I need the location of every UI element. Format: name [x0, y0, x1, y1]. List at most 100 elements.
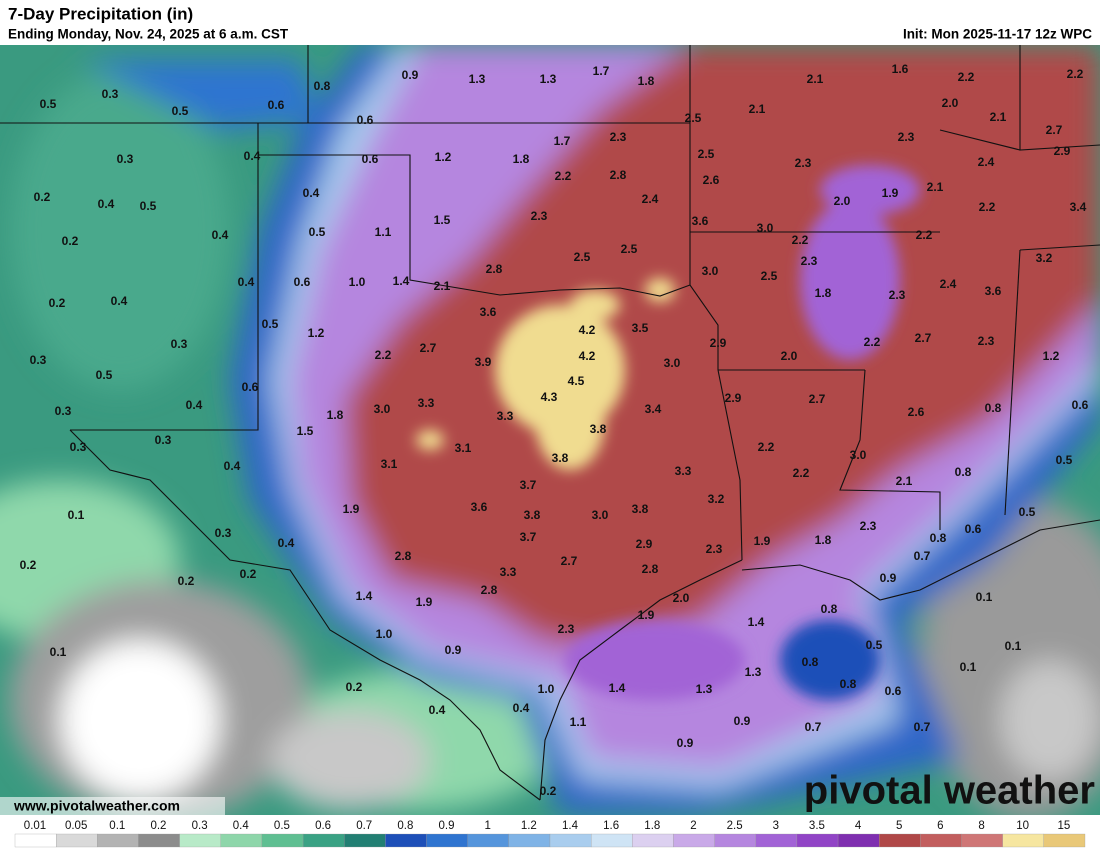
precip-label: 2.3	[801, 254, 818, 268]
precip-label: 3.8	[632, 502, 649, 516]
precip-label: 4.2	[579, 323, 596, 337]
precip-label: 2.3	[795, 156, 812, 170]
precip-label: 3.0	[850, 448, 867, 462]
precip-label: 1.1	[375, 225, 392, 239]
colorbar-swatch	[508, 833, 551, 848]
precip-label: 3.6	[480, 305, 497, 319]
map-title: 7-Day Precipitation (in)	[8, 4, 193, 23]
precip-label: 2.8	[486, 262, 503, 276]
precip-label: 3.6	[692, 214, 709, 228]
site-url: www.pivotalweather.com	[13, 798, 180, 814]
colorbar-swatch	[426, 833, 468, 848]
colorbar-label: 2.5	[727, 820, 743, 832]
colorbar-swatch	[796, 833, 839, 848]
precip-label: 1.0	[376, 627, 393, 641]
precip-label: 2.2	[792, 233, 809, 247]
colorbar-label: 0.7	[356, 820, 372, 832]
precip-label: 3.1	[455, 441, 472, 455]
precip-label: 3.1	[381, 457, 398, 471]
colorbar-label: 1	[484, 820, 490, 832]
colorbar-swatch	[591, 833, 633, 848]
precip-label: 2.6	[908, 405, 925, 419]
precip-label: 2.2	[916, 228, 933, 242]
precip-label: 2.1	[896, 474, 913, 488]
precip-label: 0.5	[40, 97, 57, 111]
precip-label: 3.7	[520, 530, 537, 544]
precip-label: 3.3	[500, 565, 517, 579]
precip-label: 0.6	[294, 275, 311, 289]
colorbar-swatch	[344, 833, 386, 848]
precip-label: 3.0	[374, 402, 391, 416]
precip-label: 2.3	[889, 288, 906, 302]
precip-label: 2.3	[898, 130, 915, 144]
precip-label: 0.2	[178, 574, 195, 588]
precip-label: 4.5	[568, 374, 585, 388]
precip-label: 2.2	[864, 335, 881, 349]
colorbar-swatch	[220, 833, 263, 848]
colorbar-label: 5	[896, 820, 902, 832]
colorbar-label: 15	[1057, 820, 1070, 832]
precip-label: 0.4	[98, 197, 115, 211]
precip-label: 0.5	[866, 638, 883, 652]
precip-label: 2.7	[809, 392, 826, 406]
precip-label: 0.3	[215, 526, 232, 540]
colorbar-swatch	[14, 833, 57, 848]
precip-label: 0.4	[186, 398, 203, 412]
precip-label: 0.8	[955, 465, 972, 479]
precip-label: 2.8	[481, 583, 498, 597]
precip-label: 2.2	[758, 440, 775, 454]
precip-label: 2.5	[574, 250, 591, 264]
precip-label: 2.0	[673, 591, 690, 605]
precip-label: 3.9	[475, 355, 492, 369]
precip-label: 1.3	[469, 72, 486, 86]
precip-label: 3.3	[497, 409, 514, 423]
precip-label: 2.8	[395, 549, 412, 563]
precip-label: 0.3	[70, 440, 87, 454]
precip-label: 0.6	[885, 684, 902, 698]
precip-label: 1.0	[349, 275, 366, 289]
borders	[0, 45, 1100, 801]
colorbar-swatch	[1043, 833, 1086, 848]
colorbar-swatch	[549, 833, 592, 848]
precip-label: 0.8	[802, 655, 819, 669]
precip-label: 1.2	[435, 150, 452, 164]
precip-label: 0.4	[278, 536, 295, 550]
precip-label: 0.3	[55, 404, 72, 418]
precip-label: 3.2	[1036, 251, 1053, 265]
colorbar-swatch	[1002, 833, 1044, 848]
precip-label: 0.5	[309, 225, 326, 239]
precip-label: 0.3	[155, 433, 172, 447]
precip-label: 0.7	[805, 720, 822, 734]
precip-label: 2.1	[434, 279, 451, 293]
colorbar-swatch	[961, 833, 1003, 848]
precip-label: 0.2	[49, 296, 66, 310]
colorbar-label: 3	[773, 820, 779, 832]
precip-label: 3.2	[708, 492, 725, 506]
precip-label: 0.8	[314, 79, 331, 93]
precip-label: 2.7	[915, 331, 932, 345]
precip-label: 1.9	[343, 502, 360, 516]
colorbar-swatch	[920, 833, 962, 848]
precip-label: 2.5	[761, 269, 778, 283]
precip-label: 1.5	[297, 424, 314, 438]
precip-label: 2.9	[710, 336, 727, 350]
precip-label: 0.5	[262, 317, 279, 331]
colorbar-label: 0.4	[233, 820, 250, 832]
precip-label: 0.8	[985, 401, 1002, 415]
precip-label: 1.3	[696, 682, 713, 696]
precip-label: 2.3	[706, 542, 723, 556]
precip-label: 1.0	[538, 682, 555, 696]
precip-label: 0.2	[20, 558, 37, 572]
precip-label: 1.9	[882, 186, 899, 200]
colorbar-swatch	[673, 833, 715, 848]
precip-label: 0.1	[1005, 639, 1022, 653]
precip-label: 0.3	[30, 353, 47, 367]
precip-label: 1.3	[540, 72, 557, 86]
colorbar-label: 1.2	[521, 820, 537, 832]
logo: pivotal weather	[804, 769, 1095, 813]
precip-label: 2.3	[860, 519, 877, 533]
precip-label: 2.2	[1067, 67, 1084, 81]
precip-label: 0.9	[677, 736, 694, 750]
precip-label: 4.3	[541, 390, 558, 404]
precip-label: 3.8	[524, 508, 541, 522]
